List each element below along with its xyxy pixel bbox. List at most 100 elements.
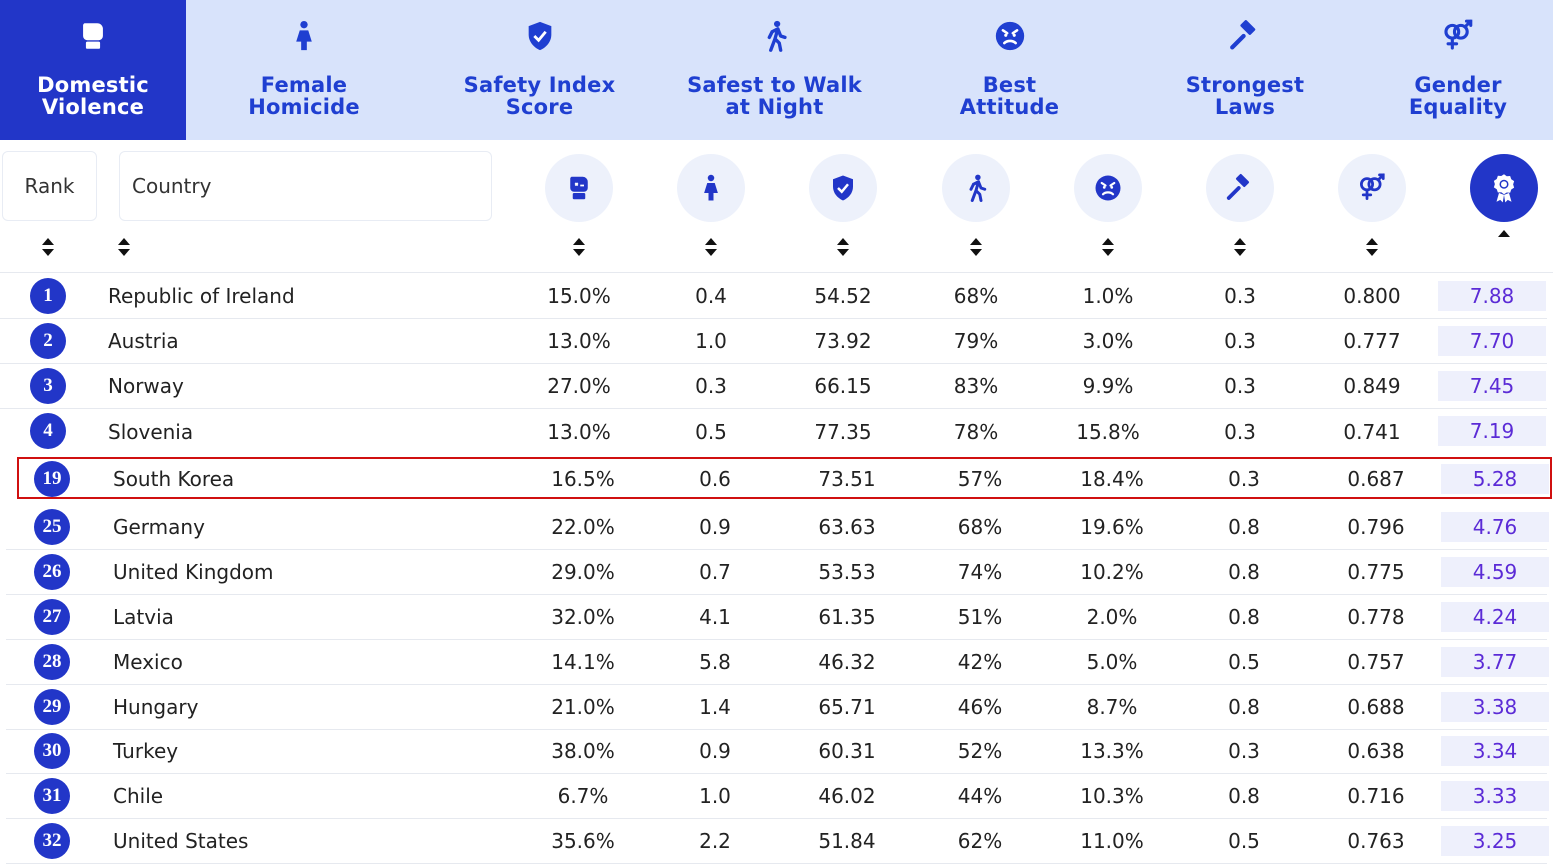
sort-toggle-icon[interactable]	[569, 236, 589, 258]
sort-toggle-icon[interactable]	[1362, 236, 1382, 258]
cell-si: 53.53	[818, 560, 876, 584]
country-name: United Kingdom	[113, 560, 274, 584]
sort-toggle-icon[interactable]	[1098, 236, 1118, 258]
cell-att: 8.7%	[1086, 695, 1138, 719]
table-row[interactable]: 25 Germany 22.0% 0.9 63.63 68% 19.6% 0.8 0.796 4.…	[6, 505, 1549, 550]
cell-fh: 1.0	[695, 329, 727, 353]
cell-si: 65.71	[818, 695, 876, 719]
table-row[interactable]: 31 Chile 6.7% 1.0 46.02 44% 10.3% 0.8 0.716 3.33	[6, 774, 1549, 819]
angry-face-icon[interactable]	[1074, 154, 1142, 222]
overall-score: 3.34	[1441, 736, 1549, 766]
cell-att: 11.0%	[1080, 829, 1144, 853]
cell-fh: 0.9	[699, 515, 731, 539]
tab-best-attitude[interactable]: Best Attitude	[892, 0, 1127, 140]
country-name: Mexico	[113, 650, 183, 674]
cell-walk: 52%	[957, 739, 1003, 763]
table-row[interactable]: 27 Latvia 32.0% 4.1 61.35 51% 2.0% 0.8 0.778 4.24	[6, 595, 1549, 640]
gavel-icon[interactable]	[1206, 154, 1274, 222]
cell-laws: 0.8	[1228, 695, 1260, 719]
walking-person-icon[interactable]	[942, 154, 1010, 222]
sort-toggle-icon[interactable]	[38, 236, 58, 258]
table-row[interactable]: 19 South Korea 16.5% 0.6 73.51 57% 18.4% 0.3 0.6…	[6, 457, 1549, 501]
country-name: United States	[113, 829, 249, 853]
cell-laws: 0.8	[1228, 605, 1260, 629]
table-row[interactable]: 4 Slovenia 13.0% 0.5 77.35 78% 15.8% 0.3 0.741 7.…	[0, 409, 1547, 454]
cell-ge: 0.800	[1343, 284, 1401, 308]
country-name: Germany	[113, 515, 205, 539]
rank-badge: 4	[30, 413, 66, 449]
table-row[interactable]: 30 Turkey 38.0% 0.9 60.31 52% 13.3% 0.3 0.638 3.3…	[6, 729, 1549, 774]
cell-ge: 0.687	[1347, 467, 1405, 491]
shield-check-icon[interactable]	[809, 154, 877, 222]
rank-badge: 2	[30, 323, 66, 359]
rank-column-header[interactable]: Rank	[2, 151, 97, 221]
cell-fh: 5.8	[699, 650, 731, 674]
cell-att: 10.3%	[1080, 784, 1144, 808]
country-name: Turkey	[113, 739, 179, 763]
cell-fh: 0.6	[699, 467, 731, 491]
tab-safest-to-walk-at-night[interactable]: Safest to Walk at Night	[657, 0, 892, 140]
table-row[interactable]: 2 Austria 13.0% 1.0 73.92 79% 3.0% 0.3 0.777 7.70	[0, 319, 1547, 364]
header-divider	[0, 272, 1553, 273]
gender-symbol-icon[interactable]	[1338, 154, 1406, 222]
cell-walk: 46%	[957, 695, 1003, 719]
award-ribbon-icon[interactable]	[1470, 154, 1538, 222]
overall-score: 4.59	[1441, 557, 1549, 587]
table-row[interactable]: 3 Norway 27.0% 0.3 66.15 83% 9.9% 0.3 0.849 7.45	[0, 364, 1547, 409]
tab-label: Safety Index Score	[463, 73, 616, 119]
cell-att: 3.0%	[1082, 329, 1134, 353]
cell-att: 2.0%	[1086, 605, 1138, 629]
cell-laws: 0.3	[1224, 284, 1256, 308]
female-person-icon[interactable]	[677, 154, 745, 222]
cell-ge: 0.757	[1347, 650, 1405, 674]
rank-badge: 26	[34, 554, 70, 590]
cell-laws: 0.8	[1228, 560, 1260, 584]
tab-safety-index-score[interactable]: Safety Index Score	[422, 0, 657, 140]
cell-laws: 0.8	[1228, 515, 1260, 539]
tab-strongest-laws[interactable]: Strongest Laws	[1127, 0, 1363, 140]
rank-badge: 1	[30, 278, 66, 314]
table-row[interactable]: 26 United Kingdom 29.0% 0.7 53.53 74% 10.2% 0.8…	[6, 550, 1549, 595]
overall-score: 3.33	[1441, 781, 1549, 811]
sort-toggle-icon[interactable]	[1230, 236, 1250, 258]
table-row[interactable]: 28 Mexico 14.1% 5.8 46.32 42% 5.0% 0.5 0.757 3.77	[6, 640, 1549, 685]
gender-symbol-icon	[1440, 18, 1476, 54]
boxing-glove-icon[interactable]	[545, 154, 613, 222]
tab-female-homicide[interactable]: Female Homicide	[186, 0, 422, 140]
tab-gender-equality[interactable]: Gender Equality	[1363, 0, 1553, 140]
tab-domestic-violence[interactable]: Domestic Violence	[0, 0, 186, 140]
overall-score: 3.38	[1441, 692, 1549, 722]
cell-dv: 27.0%	[547, 374, 611, 398]
tab-label: Female Homicide	[248, 73, 360, 119]
table-row[interactable]: 29 Hungary 21.0% 1.4 65.71 46% 8.7% 0.8 0.688 3.3…	[6, 685, 1549, 730]
country-column-header[interactable]: Country	[119, 151, 492, 221]
rank-badge: 29	[34, 689, 70, 725]
cell-laws: 0.3	[1224, 374, 1256, 398]
cell-walk: 42%	[957, 650, 1003, 674]
overall-score: 3.77	[1441, 647, 1549, 677]
cell-si: 66.15	[814, 374, 872, 398]
shield-check-icon	[522, 18, 558, 54]
rank-badge: 19	[34, 461, 70, 497]
rank-badge: 31	[34, 778, 70, 814]
cell-walk: 44%	[957, 784, 1003, 808]
tab-label: Domestic Violence	[37, 73, 149, 119]
sort-toggle-icon[interactable]	[701, 236, 721, 258]
cell-si: 54.52	[814, 284, 872, 308]
cell-dv: 22.0%	[551, 515, 615, 539]
country-name: Austria	[108, 329, 179, 353]
category-tab-bar: Domestic Violence Female Homicide Safety I…	[0, 0, 1553, 140]
cell-si: 46.32	[818, 650, 876, 674]
cell-laws: 0.5	[1228, 829, 1260, 853]
rank-badge: 32	[34, 823, 70, 859]
sort-toggle-icon[interactable]	[966, 236, 986, 258]
table-row[interactable]: 1 Republic of Ireland 15.0% 0.4 54.52 68% 1.0%…	[0, 274, 1547, 319]
table-row[interactable]: 32 United States 35.6% 2.2 51.84 62% 11.0% 0.5 0…	[6, 819, 1549, 864]
sort-ascending-icon[interactable]	[1494, 228, 1514, 250]
overall-score: 7.45	[1438, 371, 1546, 401]
sort-toggle-icon[interactable]	[833, 236, 853, 258]
country-name: South Korea	[113, 467, 235, 491]
rank-badge: 25	[34, 509, 70, 545]
cell-si: 77.35	[814, 419, 872, 444]
sort-toggle-icon[interactable]	[114, 236, 134, 258]
